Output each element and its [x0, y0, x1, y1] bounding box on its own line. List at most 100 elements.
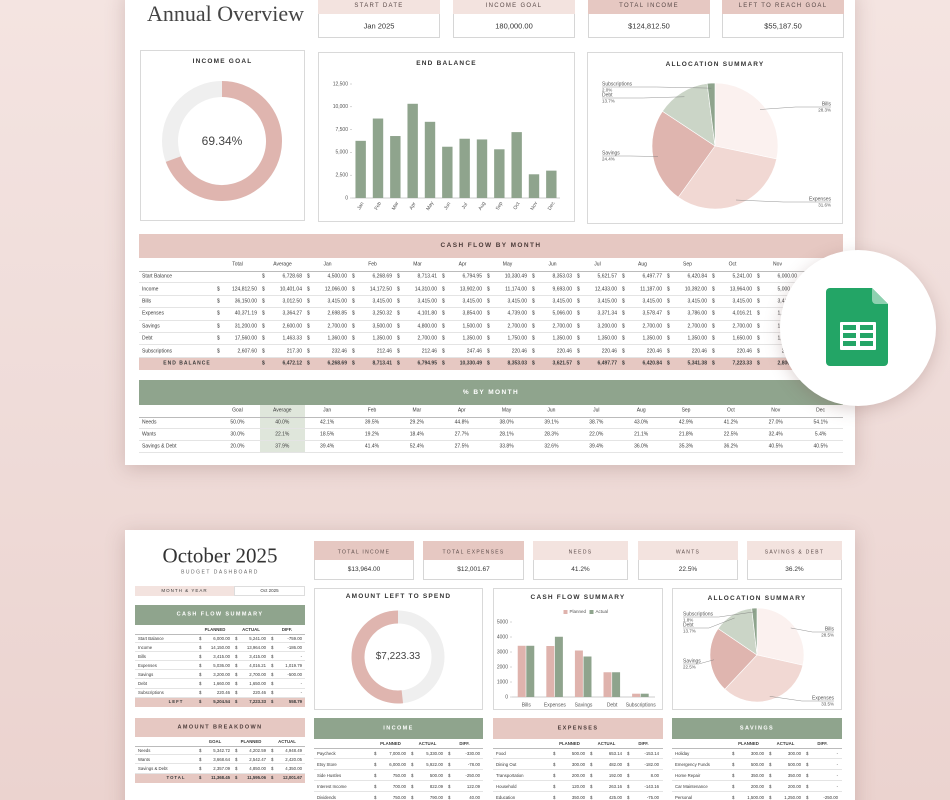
sheet-title: October 2025: [162, 543, 278, 568]
table-cell: 220.46: [252, 689, 266, 695]
column-header: ACTUAL: [776, 740, 795, 746]
table-cell: 1,350.00: [552, 335, 572, 342]
currency-sign: $: [712, 273, 715, 280]
currency-sign: $: [411, 750, 414, 756]
kpi-value-box: [588, 14, 710, 38]
table-cell: 8,353.03: [507, 360, 527, 367]
table-header: [314, 718, 483, 739]
table-row: [493, 781, 663, 792]
kpi-value: 180,000.00: [495, 21, 533, 31]
currency-sign: $: [622, 360, 625, 367]
table-cell: 2,542.47: [249, 756, 266, 762]
table-cell: 40.5%: [768, 443, 783, 450]
row-label: Needs: [142, 419, 157, 426]
currency-sign: $: [397, 360, 400, 367]
table-row: [314, 770, 483, 781]
currency-sign: $: [732, 783, 735, 789]
table-cell: 41.2%: [723, 419, 738, 426]
table-cell: 350.00: [571, 794, 585, 800]
currency-sign: $: [757, 273, 760, 280]
column-header: ACTUAL: [242, 626, 260, 632]
currency-sign: $: [487, 348, 490, 355]
donut-center-label: 69.34%: [201, 134, 243, 148]
table-title: CASH FLOW SUMMARY: [176, 611, 264, 618]
panel-title: END BALANCE: [416, 59, 477, 67]
kpi-header: [453, 0, 575, 14]
table-cell: 5,330.00: [426, 750, 443, 756]
currency-sign: $: [262, 360, 265, 367]
currency-sign: $: [235, 765, 238, 771]
row-label: Home Repair: [675, 772, 701, 778]
panel-title: ALLOCATION SUMMARY: [707, 594, 807, 602]
table-cell: -330.00: [465, 750, 480, 756]
table-cell: 5,066.00: [552, 310, 572, 317]
currency-sign: $: [577, 360, 580, 367]
row-label: Savings & Debt: [142, 443, 177, 450]
row-label: Personal: [675, 794, 692, 800]
currency-sign: $: [199, 644, 202, 650]
table-cell: 425.00: [608, 794, 622, 800]
currency-sign: $: [757, 310, 760, 317]
table-cell: 822.09: [429, 783, 443, 789]
table-cell: 2,600.00: [282, 323, 302, 330]
highlight-column: [259, 405, 305, 453]
table-cell: 6,000.00: [213, 635, 230, 641]
currency-sign: $: [577, 273, 580, 280]
column-header: DIFF.: [459, 740, 470, 746]
table-cell: 31,200.00: [234, 323, 257, 330]
table-cell: 5,342.72: [213, 747, 230, 753]
table-row: [139, 321, 843, 333]
table-cell: -: [836, 772, 838, 778]
table-cell: 1,350.00: [462, 335, 482, 342]
currency-sign: $: [577, 335, 580, 342]
table-cell: 5,922.00: [426, 761, 443, 767]
currency-sign: $: [352, 335, 355, 342]
currency-sign: $: [397, 273, 400, 280]
currency-sign: $: [667, 360, 670, 367]
table-row: [139, 271, 843, 284]
kpi-header: [314, 541, 414, 560]
currency-sign: $: [217, 335, 220, 342]
currency-sign: $: [352, 323, 355, 330]
table-cell: 232.46: [331, 348, 347, 355]
currency-sign: $: [199, 671, 202, 677]
currency-sign: $: [307, 273, 310, 280]
table-row: [135, 755, 305, 765]
table-header: [139, 234, 843, 258]
currency-sign: $: [262, 298, 265, 305]
table-row: [135, 661, 305, 671]
currency-sign: $: [712, 335, 715, 342]
table-row: [139, 283, 843, 296]
column-header: DIFF.: [817, 740, 828, 746]
table-cell: 1,650.00: [249, 680, 266, 686]
month-label: MONTH & YEAR: [161, 587, 208, 593]
table-cell: 36.2%: [723, 443, 738, 450]
table-cell: 9,693.00: [552, 286, 572, 293]
currency-sign: $: [235, 747, 238, 753]
panel-title: CASH FLOW SUMMARY: [530, 593, 626, 601]
currency-sign: $: [442, 360, 445, 367]
table-cell: -75.00: [646, 794, 659, 800]
currency-sign: $: [352, 360, 355, 367]
currency-sign: $: [307, 310, 310, 317]
table-row: [139, 308, 843, 321]
currency-sign: $: [262, 273, 265, 280]
kpi-label: INCOME GOAL: [485, 3, 543, 9]
currency-sign: $: [448, 750, 451, 756]
row-label: Start Balance: [138, 635, 164, 641]
currency-sign: $: [442, 348, 445, 355]
currency-sign: $: [667, 323, 670, 330]
header-rule: [314, 747, 483, 749]
currency-sign: $: [271, 671, 274, 677]
currency-sign: $: [448, 783, 451, 789]
kpi-value-box: [533, 560, 628, 580]
table-title: INCOME: [383, 724, 414, 731]
currency-sign: $: [712, 310, 715, 317]
table-cell: 27.7%: [454, 431, 469, 438]
currency-sign: $: [307, 286, 310, 293]
table-cell: 350.00: [787, 772, 801, 778]
column-header: Goal: [232, 407, 243, 414]
currency-sign: $: [532, 323, 535, 330]
table-cell: 750.00: [392, 772, 406, 778]
table-cell: 1,350.00: [372, 335, 392, 342]
